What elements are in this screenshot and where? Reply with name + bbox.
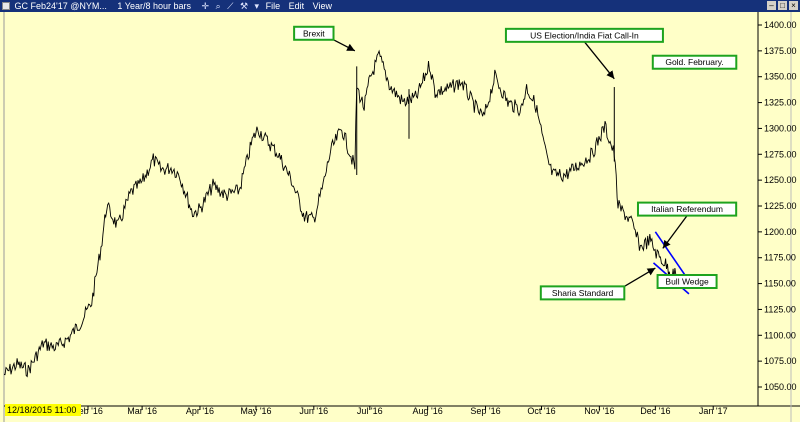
us-election-arrow <box>583 41 615 80</box>
brexit-arrow <box>333 39 356 52</box>
y-tick-label: 1300.00 <box>764 123 797 133</box>
italian-referendum-arrow <box>662 215 688 249</box>
crosshair-icon[interactable]: ✛ <box>201 1 210 11</box>
y-tick-label: 1075.00 <box>764 356 797 366</box>
sharia-standard-callout-label: Sharia Standard <box>552 288 614 298</box>
window-title: GC Feb24'17 @NYM... <box>14 1 107 11</box>
us-election-callout-box <box>504 27 664 43</box>
window-controls: – □ × <box>765 1 798 12</box>
tools-icon[interactable]: ⚒ <box>239 1 249 11</box>
y-tick-label: 1250.00 <box>764 175 797 185</box>
bull-wedge-callout-box <box>656 274 718 290</box>
brexit-callout-label: Brexit <box>303 28 325 38</box>
x-tick-label: Aug '16 <box>413 406 443 416</box>
menu-edit[interactable]: Edit <box>288 1 305 11</box>
y-tick-label: 1200.00 <box>764 227 797 237</box>
timeframe-label[interactable]: 1 Year/8 hour bars <box>117 1 191 11</box>
date-readout: 12/18/2015 11:00 <box>7 405 76 415</box>
y-tick-label: 1225.00 <box>764 201 797 211</box>
date-readout-box <box>5 404 81 416</box>
dropdown-chevron-icon[interactable]: ▾ <box>254 1 260 11</box>
y-tick-label: 1375.00 <box>764 46 797 56</box>
bull-wedge-callout-label: Bull Wedge <box>665 277 709 287</box>
menu-file[interactable]: File <box>265 1 281 11</box>
sharia-standard-arrow <box>623 267 656 287</box>
maximize-icon[interactable]: □ <box>778 1 787 10</box>
sharia-standard-callout-box <box>539 285 626 301</box>
y-tick-label: 1400.00 <box>764 20 797 30</box>
draw-line-icon[interactable]: ⟋ <box>227 1 234 11</box>
y-tick-label: 1050.00 <box>764 382 797 392</box>
app-icon <box>2 2 10 10</box>
y-tick-label: 1275.00 <box>764 149 797 159</box>
italian-referendum-callout-box <box>636 201 738 217</box>
gold-february-callout-label: Gold. February. <box>665 57 723 67</box>
x-tick-label: Jan '17 <box>699 406 728 416</box>
menu-view[interactable]: View <box>312 1 333 11</box>
x-tick-label: Nov '16 <box>584 406 614 416</box>
y-tick-label: 1350.00 <box>764 72 797 82</box>
gold-february-callout-box <box>651 54 738 70</box>
italian-referendum-callout-label: Italian Referendum <box>651 204 723 214</box>
y-tick-label: 1125.00 <box>764 304 796 314</box>
x-tick-label: Apr '16 <box>186 406 214 416</box>
x-tick-label: May '16 <box>240 406 271 416</box>
x-tick-label: Feb '16 <box>73 406 103 416</box>
minimize-icon[interactable]: – <box>767 1 776 10</box>
x-tick-label: Dec '16 <box>640 406 670 416</box>
y-tick-label: 1100.00 <box>764 330 796 340</box>
x-tick-label: Sep '16 <box>470 406 500 416</box>
brexit-callout-box <box>293 25 335 41</box>
x-tick-label: Jul '16 <box>357 406 383 416</box>
y-tick-label: 1175.00 <box>764 253 796 263</box>
x-tick-label: Oct '16 <box>527 406 555 416</box>
price-line <box>3 49 677 378</box>
y-tick-label: 1150.00 <box>764 279 796 289</box>
x-tick-label: Jun '16 <box>299 406 328 416</box>
title-bar[interactable]: GC Feb24'17 @NYM... 1 Year/8 hour bars ✛… <box>0 0 800 12</box>
us-election-callout-label: US Election/India Fiat Call-In <box>530 30 639 40</box>
x-tick-label: Mar '16 <box>127 406 157 416</box>
y-tick-label: 1325.00 <box>764 98 797 108</box>
close-icon[interactable]: × <box>789 1 798 10</box>
zoom-icon[interactable]: ⌕ <box>215 1 221 11</box>
